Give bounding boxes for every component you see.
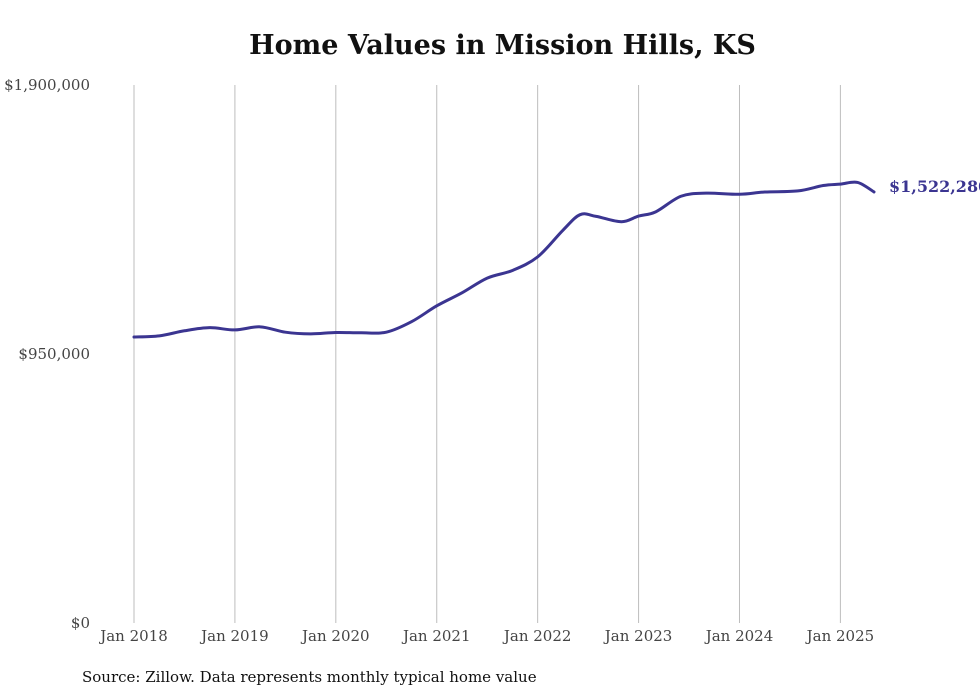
end-value-label: $1,522,280 (889, 177, 980, 196)
grid-lines (133, 85, 841, 623)
y-tick-label: $950,000 (18, 345, 90, 363)
home-value-line (132, 180, 876, 339)
chart-title: Home Values in Mission Hills, KS (249, 30, 756, 61)
x-tick-label: Jan 2025 (805, 627, 875, 645)
x-tick-label: Jan 2024 (704, 627, 774, 645)
x-tick-label: Jan 2019 (199, 627, 269, 645)
x-tick-label: Jan 2021 (401, 627, 471, 645)
y-tick-label: $0 (71, 614, 90, 632)
x-tick-label: Jan 2018 (98, 627, 168, 645)
series: $1,522,280 (132, 177, 980, 339)
x-tick-label: Jan 2020 (300, 627, 370, 645)
y-tick-label: $1,900,000 (4, 76, 90, 94)
source-note: Source: Zillow. Data represents monthly … (82, 668, 537, 686)
x-tick-label: Jan 2023 (603, 627, 673, 645)
y-axis: $0 $950,000 $1,900,000 (4, 76, 90, 632)
x-axis: Jan 2018 Jan 2019 Jan 2020 Jan 2021 Jan 2022… (98, 627, 874, 645)
x-tick-label: Jan 2022 (502, 627, 572, 645)
